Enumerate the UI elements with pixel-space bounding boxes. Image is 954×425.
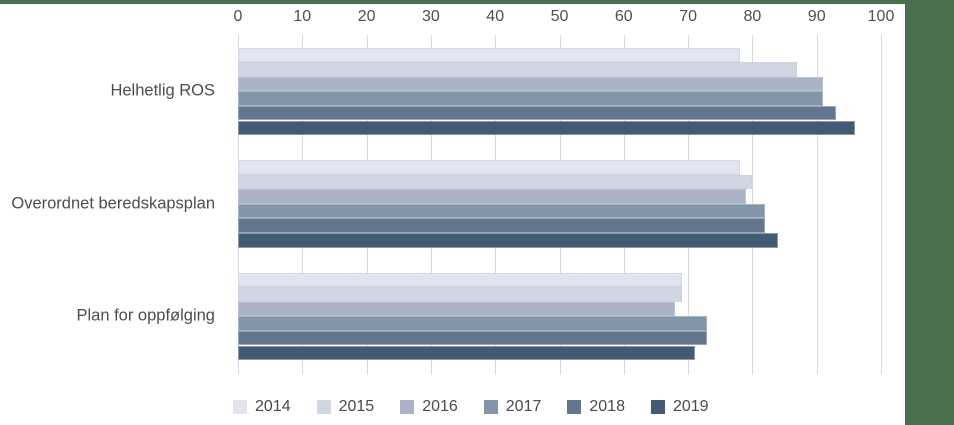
x-tick-label: 20 <box>357 8 376 25</box>
bar-2019 <box>238 345 695 361</box>
bar-2014 <box>238 47 740 63</box>
bar-2016 <box>238 76 824 92</box>
legend-label: 2016 <box>422 398 458 415</box>
legend-swatch-icon <box>233 400 247 414</box>
x-tick-label: 90 <box>807 8 826 25</box>
bar-2014 <box>238 160 740 175</box>
legend-label: 2014 <box>255 398 291 415</box>
legend-label: 2019 <box>672 398 709 415</box>
bar-2017 <box>238 203 766 219</box>
bar-2017 <box>238 91 824 106</box>
x-tick-label: 100 <box>867 8 895 25</box>
legend: 2014 2015 2016 2017 2018 2019 <box>233 398 735 416</box>
legend-swatch-icon <box>483 400 498 414</box>
x-tick-label: 40 <box>486 8 505 25</box>
legend-label: 2015 <box>338 398 375 415</box>
x-tick-label: 80 <box>743 8 762 25</box>
bar-2018 <box>238 330 708 346</box>
gridline <box>881 35 882 374</box>
legend-label: 2018 <box>589 398 625 415</box>
x-tick-label: 50 <box>550 8 569 25</box>
x-tick-label: 0 <box>233 8 243 25</box>
category-label: Overordnet beredskapsplan <box>11 194 215 213</box>
legend-item-2014: 2014 <box>233 398 291 416</box>
legend-item-2015: 2015 <box>316 398 375 416</box>
gridline <box>816 35 818 374</box>
x-tick-label: 30 <box>421 8 440 25</box>
bar-2018 <box>238 105 836 121</box>
x-axis-tick-labels: 0 10 20 30 40 50 60 70 80 90 100 <box>0 8 954 28</box>
bar-2016 <box>238 301 676 317</box>
category-label: Plan for oppfølging <box>76 306 215 325</box>
legend-item-2019: 2019 <box>650 398 709 416</box>
legend-item-2017: 2017 <box>483 398 542 416</box>
plot-area <box>238 35 882 374</box>
legend-item-2016: 2016 <box>400 398 458 416</box>
legend-swatch-icon <box>400 400 415 414</box>
legend-swatch-icon <box>567 400 582 414</box>
bar-2019 <box>238 233 779 248</box>
page-border-right <box>905 0 954 425</box>
bar-2015 <box>238 287 682 302</box>
bar-2017 <box>238 316 708 331</box>
x-tick-label: 70 <box>679 8 697 25</box>
bar-2015 <box>238 62 798 77</box>
legend-swatch-icon <box>650 400 665 414</box>
x-tick-label: 10 <box>293 8 312 25</box>
x-tick-label: 60 <box>614 8 633 25</box>
legend-item-2018: 2018 <box>567 398 625 416</box>
bar-2014 <box>238 272 682 288</box>
legend-label: 2017 <box>505 398 542 415</box>
bar-2015 <box>238 174 753 190</box>
category-label: Helhetlig ROS <box>110 81 215 100</box>
bar-2019 <box>238 120 856 136</box>
bar-2018 <box>238 218 766 233</box>
bar-2016 <box>238 189 746 204</box>
page-border-top <box>0 0 954 4</box>
legend-swatch-icon <box>316 400 331 414</box>
